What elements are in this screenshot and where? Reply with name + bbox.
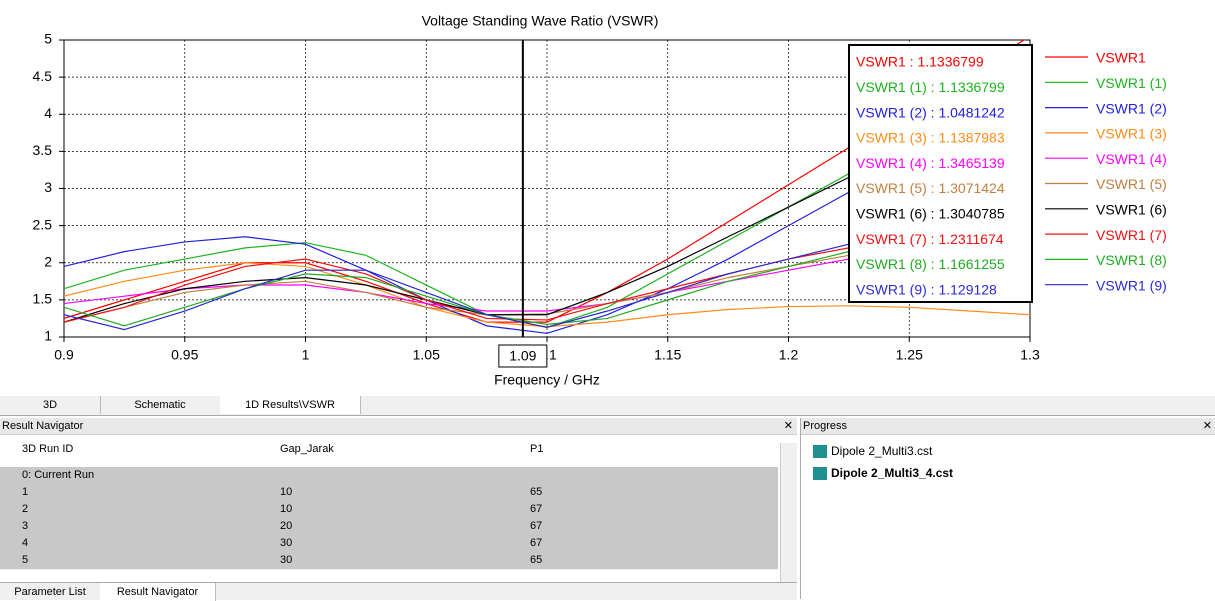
panel-header: Progress ✕	[801, 418, 1215, 435]
column-header[interactable]: P1	[530, 443, 544, 455]
close-button[interactable]: ✕	[1202, 420, 1212, 432]
tab[interactable]: Parameter List	[0, 583, 101, 601]
readout-label: VSWR1 (4) : 1.3465139	[856, 155, 1005, 171]
tab-bar: 3D Schematic 1D Results\VSWR	[0, 396, 1215, 416]
y-tick-label: 4	[44, 105, 52, 121]
y-tick-label: 1.5	[33, 291, 53, 307]
table-cell: 10	[280, 503, 293, 515]
column-header[interactable]: 3D Run ID	[22, 443, 74, 455]
cursor-label: 1.09	[509, 348, 536, 364]
legend-label: VSWR1 (2)	[1096, 100, 1167, 116]
table-row[interactable]: 0: Current Run	[0, 467, 778, 485]
progress-file[interactable]: Dipole 2_Multi3_4.cst	[813, 466, 953, 480]
readout-label: VSWR1 (9) : 1.129128	[856, 281, 997, 297]
readout-label: VSWR1 (5) : 1.3071424	[856, 180, 1005, 196]
y-tick-label: 3	[44, 179, 52, 195]
chart: Voltage Standing Wave Ratio (VSWR) Frequ…	[33, 13, 1167, 388]
panel-header: Result Navigator ✕	[0, 418, 797, 435]
y-tick-label: 2	[44, 253, 52, 269]
file-icon	[813, 467, 827, 480]
table-cell: 4	[22, 537, 29, 549]
table-row[interactable]: 3 20 67	[0, 518, 778, 536]
x-tick-label: 1.15	[654, 347, 681, 363]
column-header[interactable]: Gap_Jarak	[280, 443, 334, 455]
table-cell: 0: Current Run	[22, 469, 95, 481]
y-tick-label: 2.5	[33, 216, 53, 232]
scrollbar[interactable]	[780, 443, 797, 583]
table-row[interactable]: 5 30 65	[0, 552, 778, 570]
result-navigator: Result Navigator ✕ 3D Run ID Gap_Jarak P1 0:…	[0, 418, 797, 583]
tab[interactable]: 1D Results\VSWR	[220, 396, 361, 414]
table-row[interactable]: 4 30 67	[0, 535, 778, 553]
readout-label: VSWR1 (7) : 1.2311674	[856, 231, 1004, 247]
y-tick-label: 5	[44, 31, 52, 47]
legend-label: VSWR1 (4)	[1096, 151, 1167, 167]
legend-label: VSWR1 (6)	[1096, 202, 1167, 218]
panel-title: Result Navigator	[2, 420, 84, 432]
x-axis-label: Frequency / GHz	[494, 372, 600, 388]
tab[interactable]: 3D	[0, 396, 101, 414]
readout-label: VSWR1 (1) : 1.1336799	[856, 79, 1005, 95]
x-tick-label: 1.05	[413, 347, 440, 363]
table-cell: 5	[22, 554, 29, 566]
table-cell: 2	[22, 503, 29, 515]
tab[interactable]: Schematic	[100, 396, 221, 414]
cursor-label-box	[498, 344, 548, 368]
readout-label: VSWR1 (2) : 1.0481242	[856, 104, 1005, 120]
readout-label: VSWR1 (6) : 1.3040785	[856, 206, 1005, 222]
table-row[interactable]: 2 10 67	[0, 501, 778, 519]
readout-label: VSWR1 (8) : 1.1661255	[856, 256, 1005, 272]
readout-label: VSWR1 : 1.1336799	[856, 54, 984, 70]
close-button[interactable]: ✕	[783, 420, 793, 432]
legend-label: VSWR1 (3)	[1096, 126, 1167, 142]
readout-label: VSWR1 (3) : 1.1387983	[856, 130, 1005, 146]
table-cell: 30	[280, 554, 293, 566]
legend-label: VSWR1 (7)	[1096, 227, 1167, 243]
x-tick-label: 1.25	[896, 347, 923, 363]
chart-title: Voltage Standing Wave Ratio (VSWR)	[422, 13, 659, 29]
x-tick-label: 0.95	[171, 347, 198, 363]
table-cell: 30	[280, 537, 293, 549]
readout-box	[848, 44, 1033, 303]
x-tick-label: 1.3	[1020, 347, 1040, 363]
table-cell: 67	[530, 520, 543, 532]
table-cell: 67	[530, 537, 543, 549]
progress-panel: Progress ✕ Dipole 2_Multi3.cst Dipole 2_Mu…	[800, 418, 1215, 599]
table-cell: 67	[530, 503, 543, 515]
legend-label: VSWR1 (8)	[1096, 252, 1167, 268]
tab[interactable]: Result Navigator	[100, 583, 216, 601]
table-cell: 3	[22, 520, 29, 532]
x-tick-label: 1	[302, 347, 310, 363]
table-cell: 65	[530, 554, 543, 566]
y-tick-label: 3.5	[33, 142, 53, 158]
bottom-tab-bar: Parameter List Result Navigator	[0, 582, 797, 601]
table-cell: 20	[280, 520, 293, 532]
table-cell: 10	[280, 486, 293, 498]
table-cell: 1	[22, 486, 29, 498]
series-line	[64, 262, 1030, 328]
progress-file[interactable]: Dipole 2_Multi3.cst	[813, 444, 932, 458]
table: 3D Run ID Gap_Jarak P1 0: Current Run 1 10 65 2…	[0, 435, 797, 583]
legend-label: VSWR1 (9)	[1096, 277, 1167, 293]
x-tick-label: 0.9	[54, 347, 74, 363]
y-tick-label: 1	[44, 328, 52, 344]
y-tick-label: 4.5	[33, 68, 53, 84]
table-row[interactable]: 1 10 65	[0, 484, 778, 502]
table-cell: 65	[530, 486, 543, 498]
x-tick-label: 1.2	[779, 347, 799, 363]
legend-label: VSWR1 (5)	[1096, 176, 1167, 192]
panel-title: Progress	[803, 420, 848, 432]
legend-label: VSWR1 (1)	[1096, 75, 1167, 91]
legend-label: VSWR1	[1096, 50, 1146, 66]
file-icon	[813, 445, 827, 458]
